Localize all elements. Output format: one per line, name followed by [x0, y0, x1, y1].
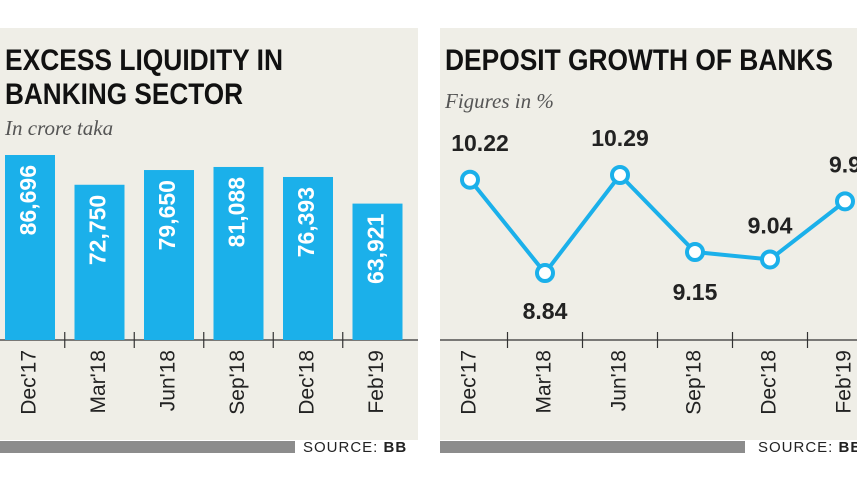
value-label: 86,696	[15, 165, 41, 235]
source-bar	[440, 441, 745, 453]
x-tick-label: Sep'18	[226, 350, 249, 415]
value-label: 10.29	[591, 125, 649, 151]
chart-subtitle: Figures in %	[444, 89, 554, 113]
source-label: SOURCE:	[758, 439, 833, 456]
x-tick-label: Dec'17	[458, 350, 481, 415]
x-tick-label: Dec'18	[758, 350, 781, 415]
bar	[283, 176, 333, 340]
line	[468, 171, 847, 277]
point	[835, 191, 855, 212]
point	[460, 169, 480, 190]
source-name: BB	[839, 439, 857, 456]
source: SOURCE: BB	[758, 439, 857, 456]
source-name: BB	[384, 439, 408, 456]
value-label: 63,921	[363, 213, 389, 284]
value-label: 10.22	[451, 130, 509, 156]
value-label: 9.9	[829, 151, 857, 177]
value-label: 9.04	[748, 213, 793, 239]
bar	[352, 203, 403, 340]
panel-background	[440, 28, 857, 440]
x-tick-label: Jun'18	[608, 350, 631, 411]
value-label: 8.84	[523, 298, 568, 324]
value-label: 81,088	[224, 177, 250, 248]
point	[535, 263, 555, 283]
x-tick-label: Dec'18	[296, 350, 319, 415]
bar	[74, 184, 125, 340]
chart-subtitle: In crore taka	[4, 116, 113, 140]
chart-title: EXCESS LIQUIDITY IN	[5, 44, 283, 77]
x-tick-label: Dec'17	[18, 350, 41, 415]
value-label: 9.15	[673, 279, 718, 305]
source-label: SOURCE:	[303, 439, 378, 456]
point	[760, 249, 780, 270]
x-tick-label: Sep'18	[683, 350, 706, 415]
chart-title: DEPOSIT GROWTH OF BANKS	[445, 44, 833, 77]
x-tick-label: Mar'18	[533, 350, 556, 414]
x-tick-label: Feb'19	[833, 350, 856, 414]
source: SOURCE: BB	[303, 439, 407, 456]
panel-background	[0, 28, 418, 440]
value-label: 76,393	[293, 187, 319, 257]
value-label: 79,650	[154, 180, 180, 250]
bar	[144, 170, 194, 340]
bar	[213, 166, 264, 340]
point	[610, 165, 630, 185]
point	[685, 242, 705, 263]
x-tick-label: Jun'18	[157, 350, 180, 411]
x-tick-label: Mar'18	[87, 350, 110, 414]
source-bar	[0, 441, 295, 453]
chart-title: BANKING SECTOR	[5, 78, 243, 111]
bar	[5, 155, 55, 340]
value-label: 72,750	[85, 195, 111, 265]
x-tick-label: Feb'19	[365, 350, 388, 414]
